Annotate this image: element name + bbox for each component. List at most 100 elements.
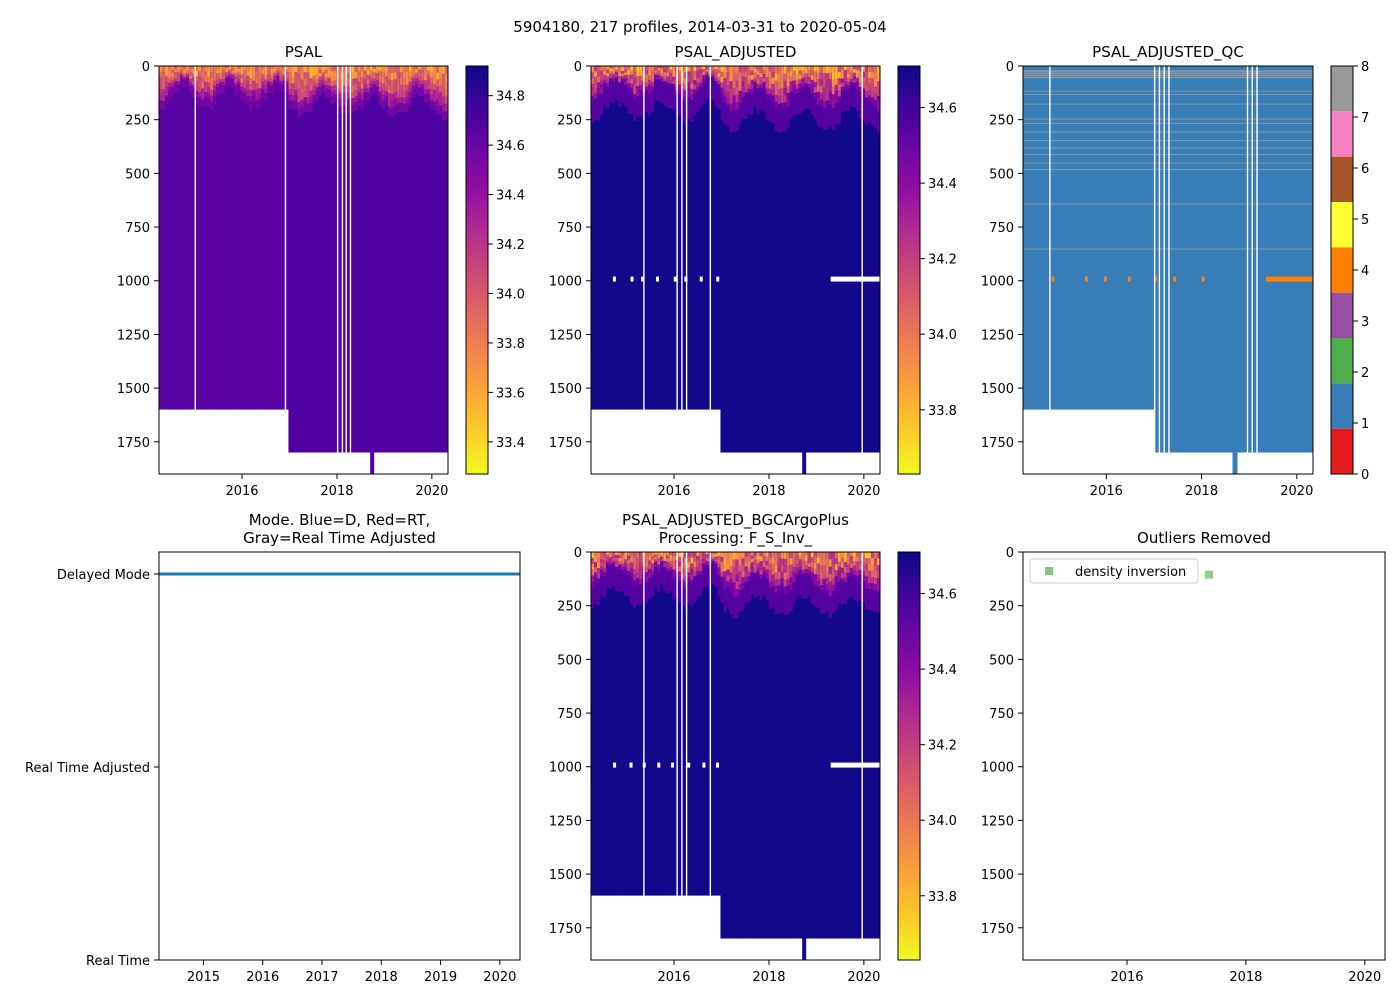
heatmap-cell (600, 93, 604, 115)
heatmap-cell (828, 566, 833, 575)
heatmap-column (441, 66, 446, 453)
heatmap-cell (312, 66, 317, 72)
heatmap-cell (339, 98, 344, 106)
heatmap-cell (813, 81, 818, 88)
heatmap-cell (213, 75, 217, 82)
heatmap-cell (261, 81, 265, 86)
heatmap-cell (783, 87, 788, 96)
qc-flag-8-row (1023, 74, 1313, 77)
heatmap-cell (693, 70, 697, 76)
heatmap-cell (441, 88, 446, 97)
missing-data-mark (715, 762, 719, 768)
heatmap-cell (615, 66, 619, 69)
heatmap-cell (423, 89, 428, 95)
heatmap-column (666, 552, 670, 896)
heatmap-column (801, 552, 806, 939)
heatmap-cell (816, 580, 821, 587)
heatmap-cell (594, 572, 598, 578)
heatmap-cell (726, 587, 731, 609)
heatmap-cell (825, 583, 830, 591)
heatmap-cell (648, 89, 652, 95)
y-tick-label: 1000 (981, 275, 1014, 290)
heatmap-cell (357, 66, 362, 72)
heatmap-cell (768, 71, 773, 78)
heatmap-cell (270, 85, 274, 94)
heatmap-cell (438, 92, 443, 100)
heatmap-cell (825, 86, 830, 95)
heatmap-cell (825, 66, 830, 74)
heatmap-cell (372, 78, 377, 82)
heatmap-cell (180, 66, 184, 69)
heatmap-cell (237, 77, 241, 82)
heatmap-cell (270, 72, 274, 77)
heatmap-cell (702, 77, 706, 82)
heatmap-cell (813, 97, 818, 120)
heatmap-cell (228, 71, 232, 74)
colorbar-segment-qc-4 (1331, 247, 1353, 293)
heatmap-cell (717, 66, 722, 71)
heatmap-cell (330, 86, 335, 92)
heatmap-cell (258, 82, 262, 89)
heatmap-column (351, 66, 356, 453)
heatmap-cell (414, 66, 419, 70)
heatmap-cell (804, 83, 809, 88)
heatmap-cell (402, 103, 407, 113)
heatmap-cell (798, 555, 803, 560)
heatmap-cell (606, 86, 610, 109)
heatmap-cell (372, 72, 377, 76)
heatmap-column (777, 66, 782, 453)
heatmap-column (867, 552, 872, 939)
heatmap-cell (699, 66, 703, 70)
heatmap-cell (792, 552, 797, 558)
heatmap-cell (276, 69, 281, 72)
heatmap-cell (702, 560, 706, 564)
heatmap-cell (591, 89, 595, 97)
heatmap-cell (747, 75, 752, 81)
heatmap-column (618, 552, 622, 896)
heatmap-cell (315, 91, 320, 101)
heatmap-cell (306, 72, 311, 80)
heatmap-cell (810, 577, 815, 583)
heatmap-cell (765, 99, 770, 121)
profile-gap (341, 66, 344, 474)
heatmap-cell (759, 77, 764, 82)
heatmap-column (339, 66, 344, 453)
heatmap-cell (336, 88, 341, 95)
heatmap-cell (726, 563, 731, 571)
heatmap-cell (213, 70, 217, 77)
heatmap-cell (855, 575, 860, 581)
heatmap-cell (606, 563, 610, 567)
heatmap-cell (327, 77, 332, 82)
heatmap-cell (231, 76, 235, 79)
heatmap-column (285, 66, 290, 410)
heatmap-cell (630, 88, 634, 93)
heatmap-cell (270, 66, 274, 70)
heatmap-cell (183, 79, 187, 89)
deep-profile (802, 452, 807, 474)
heatmap-cell (789, 66, 794, 72)
heatmap-column (762, 552, 767, 939)
heatmap-column (819, 552, 824, 939)
y-tick-label: 0 (1006, 546, 1014, 561)
heatmap-cell (327, 69, 332, 75)
heatmap-column (621, 66, 625, 410)
missing-data-mark (655, 276, 659, 282)
y-tick-label: 0 (574, 546, 582, 561)
heatmap-column (591, 66, 595, 410)
heatmap-column (738, 66, 743, 453)
heatmap-cell (699, 563, 703, 568)
heatmap-column (816, 66, 821, 453)
heatmap-cell (321, 66, 326, 70)
heatmap-cell (687, 552, 691, 558)
heatmap-cell (795, 563, 800, 569)
heatmap-cell (663, 552, 667, 556)
heatmap-cell (807, 570, 812, 575)
heatmap-cell (744, 556, 749, 563)
heatmap-cell (795, 66, 800, 72)
y-tick-label: 250 (989, 600, 1014, 615)
heatmap-cell (591, 587, 595, 609)
heatmap-cell (330, 66, 335, 72)
heatmap-cell (720, 98, 725, 120)
heatmap-column (750, 552, 755, 939)
heatmap-column (702, 66, 706, 410)
